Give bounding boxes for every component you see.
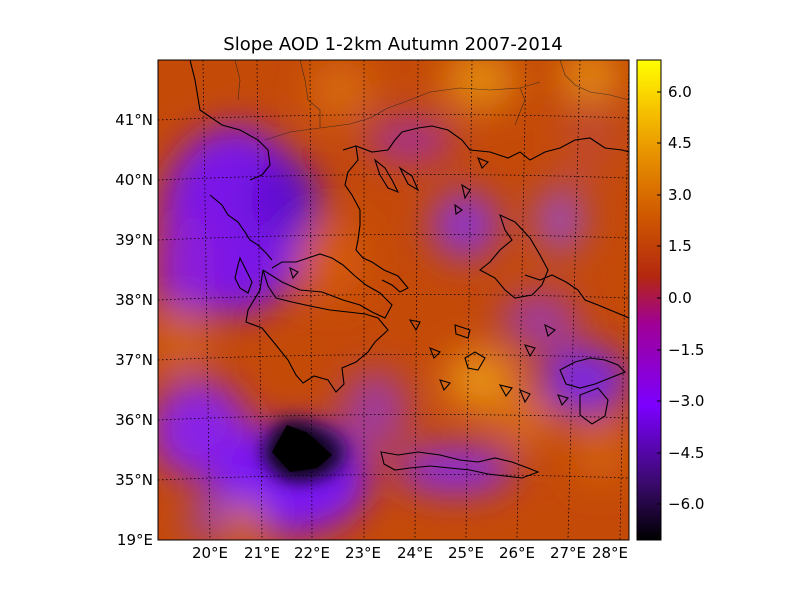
- lat-label: 41°N: [115, 111, 153, 129]
- lon-label: 20°E: [192, 544, 228, 562]
- lat-label: 37°N: [115, 351, 153, 369]
- lon-label: 27°E: [550, 544, 586, 562]
- colorbar-tick-label: 1.5: [668, 237, 692, 255]
- colorbar-tick-label: −4.5: [668, 444, 704, 462]
- colorbar-tick-label: 4.5: [668, 134, 692, 152]
- lat-label: 35°N: [115, 471, 153, 489]
- lon-label: 23°E: [345, 544, 381, 562]
- lon-label: 21°E: [244, 544, 280, 562]
- coastlines: [189, 60, 629, 479]
- lat-label: 19°E: [117, 531, 153, 549]
- colorbar-tick-label: 3.0: [668, 186, 692, 204]
- lon-label: 26°E: [499, 544, 535, 562]
- country-borders: [234, 60, 629, 141]
- colorbar-tick-label: 0.0: [668, 289, 692, 307]
- lat-label: 39°N: [115, 231, 153, 249]
- colorbar-labels: 6.0 4.5 3.0 1.5 0.0 −1.5 −3.0 −4.5 −6.0: [668, 83, 704, 513]
- colorbar-tick-label: −1.5: [668, 341, 704, 359]
- map-title: Slope AOD 1-2km Autumn 2007-2014: [223, 34, 563, 55]
- lon-label: 24°E: [397, 544, 433, 562]
- lat-label: 36°N: [115, 411, 153, 429]
- lon-label: 28°E: [592, 544, 628, 562]
- lat-labels: 19°E 35°N 36°N 37°N 38°N 39°N 40°N 41°N: [115, 111, 153, 549]
- aod-field: [158, 60, 629, 540]
- map-frame: [157, 59, 630, 541]
- colorbar-tick-label: 6.0: [668, 83, 692, 101]
- colorbar-tick-label: −3.0: [668, 392, 704, 410]
- colorbar: [636, 59, 662, 541]
- colorbar-ticks: [657, 91, 661, 505]
- lon-label: 22°E: [294, 544, 330, 562]
- lon-label: 25°E: [448, 544, 484, 562]
- colorbar-tick-label: −6.0: [668, 495, 704, 513]
- graticule: [158, 60, 629, 540]
- lat-label: 40°N: [115, 171, 153, 189]
- lon-labels: 20°E 21°E 22°E 23°E 24°E 25°E 26°E 27°E …: [192, 544, 628, 562]
- lat-label: 38°N: [115, 291, 153, 309]
